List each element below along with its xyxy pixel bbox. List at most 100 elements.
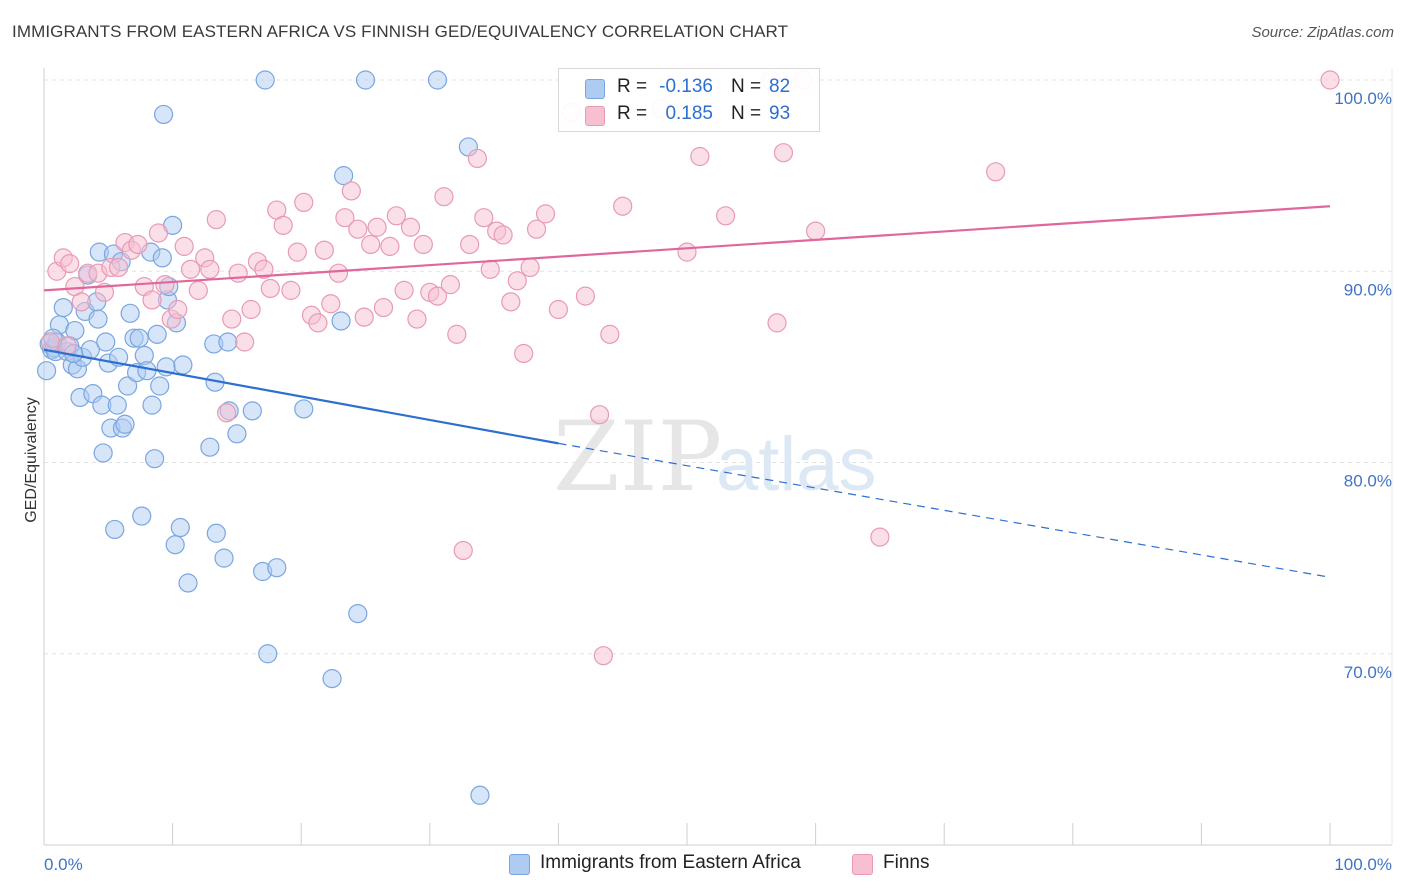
data-point	[294, 399, 314, 419]
y-tick-label: 90.0%	[1344, 280, 1392, 299]
data-point	[480, 259, 500, 279]
data-point	[773, 143, 794, 163]
chart-title: IMMIGRANTS FROM EASTERN AFRICA VS FINNIS…	[12, 22, 789, 41]
data-point	[805, 221, 826, 241]
data-point	[548, 299, 569, 320]
trend-line-eastern-africa-extrapolated	[558, 442, 1331, 578]
series-legend: Immigrants from Eastern Africa Finns	[0, 852, 1406, 878]
data-point	[217, 403, 237, 423]
tick-labels: 70.0% 80.0% 90.0% 100.0% 0.0% 100.0%	[44, 89, 1392, 874]
grid-lines	[44, 79, 1392, 655]
legend-r-label: R =	[617, 103, 648, 124]
points-layer	[36, 70, 1340, 805]
data-point	[60, 254, 80, 274]
y-axis-label: GED/Equivalency	[23, 397, 40, 522]
data-point	[107, 395, 127, 415]
data-point	[181, 259, 201, 279]
data-point	[142, 290, 162, 310]
data-point	[354, 307, 374, 327]
data-point	[600, 324, 620, 344]
data-point	[36, 361, 57, 381]
legend-swatch-finns	[852, 854, 873, 875]
data-point	[322, 669, 342, 689]
data-point	[520, 257, 540, 278]
legend-n-label: N =	[731, 76, 762, 97]
data-point	[434, 187, 454, 207]
data-point	[321, 294, 341, 314]
data-point	[235, 332, 255, 352]
data-point	[147, 324, 167, 344]
data-point	[413, 234, 433, 255]
data-point	[589, 405, 610, 425]
data-point	[260, 278, 280, 299]
watermark-atlas: atlas	[716, 422, 877, 507]
data-point	[155, 275, 175, 295]
data-point	[348, 219, 368, 239]
data-point	[467, 148, 487, 169]
data-point	[115, 414, 135, 434]
data-point	[407, 309, 427, 329]
data-point	[1320, 70, 1340, 90]
data-point	[129, 328, 149, 348]
data-point	[334, 166, 354, 186]
data-point	[453, 540, 473, 561]
data-point	[593, 646, 614, 666]
data-point	[335, 208, 355, 228]
data-point	[148, 223, 169, 243]
data-point	[341, 181, 361, 201]
data-point	[254, 259, 274, 279]
legend-n-value: 93	[769, 103, 791, 124]
data-point	[447, 324, 467, 344]
data-point	[117, 376, 138, 396]
data-point	[613, 196, 633, 216]
watermark-zip: ZIP	[553, 401, 722, 513]
data-point	[355, 70, 376, 90]
x-tick-label: 100.0%	[1334, 855, 1392, 874]
data-point	[227, 424, 247, 444]
y-tick-label: 80.0%	[1344, 472, 1392, 491]
legend-r-label: R =	[617, 76, 648, 97]
data-point	[241, 299, 261, 320]
data-point	[65, 320, 85, 341]
legend-r-value: 0.185	[665, 103, 713, 124]
data-point	[314, 240, 334, 260]
legend-swatch-finns	[585, 106, 605, 126]
data-point	[242, 401, 262, 421]
legend-n-label: N =	[731, 103, 762, 124]
data-point	[206, 210, 226, 230]
data-point	[294, 192, 314, 212]
data-point	[460, 234, 480, 255]
data-point	[88, 309, 108, 329]
data-point	[174, 236, 194, 256]
data-point	[501, 292, 521, 312]
data-point	[367, 217, 387, 237]
data-point	[328, 263, 349, 283]
data-point	[152, 248, 172, 268]
data-point	[870, 527, 890, 547]
data-point	[214, 548, 234, 568]
data-point	[128, 234, 148, 255]
data-point	[93, 443, 113, 463]
data-point	[168, 299, 188, 320]
trend-line-eastern-africa	[43, 348, 559, 445]
trend-lines	[43, 205, 1331, 578]
data-point	[281, 280, 301, 300]
stats-legend: R = -0.136 N = 82 R = 0.185 N = 93	[558, 68, 820, 132]
data-point	[308, 313, 328, 333]
data-point	[150, 376, 170, 396]
legend-r-value: -0.136	[659, 76, 713, 97]
data-point	[400, 217, 421, 237]
series-finns	[40, 70, 1340, 666]
data-point	[258, 644, 278, 664]
data-point	[386, 206, 406, 226]
legend-row-finns: R = 0.185 N = 93	[559, 100, 819, 128]
x-tick-label: 0.0%	[44, 855, 83, 874]
data-point	[690, 146, 710, 167]
data-point	[178, 573, 198, 593]
data-point	[40, 332, 61, 352]
data-point	[535, 204, 556, 224]
data-point	[173, 355, 193, 375]
data-point	[986, 162, 1006, 182]
data-point	[255, 70, 275, 90]
data-point	[575, 286, 596, 306]
